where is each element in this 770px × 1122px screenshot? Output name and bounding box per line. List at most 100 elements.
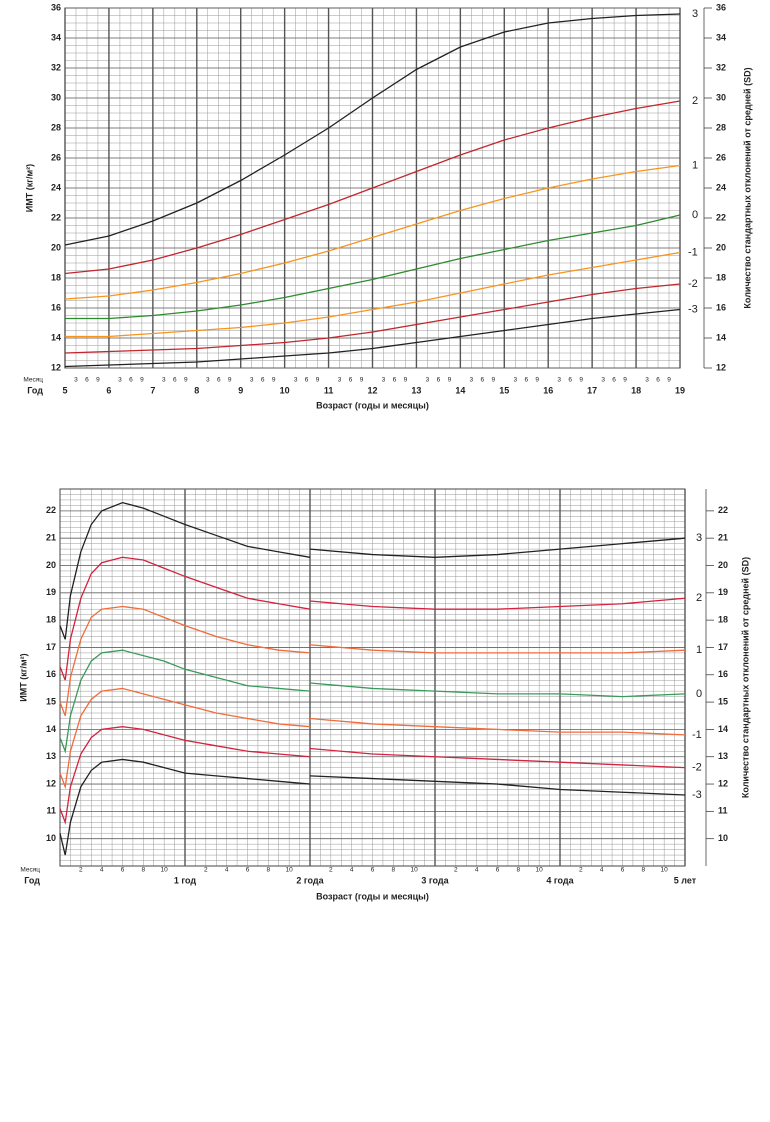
y2-tick-label: 14 [718, 724, 728, 734]
sd-curve [59, 501, 686, 640]
y-tick-label: 32 [51, 62, 61, 72]
sd-label: 3 [696, 532, 702, 544]
y2-tick-label: 20 [718, 560, 728, 570]
x-month-label: 3 [250, 377, 254, 384]
y-tick-label: 12 [46, 778, 56, 788]
x-month-label: 10 [536, 867, 544, 874]
month-row-label: Месяц [23, 377, 43, 384]
x-month-label: 3 [601, 377, 605, 384]
y2-tick-label: 21 [718, 533, 728, 543]
x-month-label: 9 [404, 377, 408, 384]
y2-tick-label: 19 [718, 587, 728, 597]
x-year-label: 6 [106, 385, 111, 395]
x-month-label: 6 [568, 377, 572, 384]
sd-label: -1 [692, 729, 702, 741]
sd-label: 2 [696, 592, 702, 604]
y2-tick-label: 13 [718, 751, 728, 761]
x-month-label: 2 [204, 867, 208, 874]
x-month-label: 6 [129, 377, 133, 384]
x-month-label: 6 [612, 377, 616, 384]
x-month-label: 3 [118, 377, 122, 384]
x-year-label: 13 [411, 385, 421, 395]
sd-label: -1 [688, 246, 698, 258]
year-row-label: Год [24, 875, 40, 885]
y2-tick-label: 28 [716, 122, 726, 132]
y-tick-label: 36 [51, 2, 61, 12]
x-month-label: 2 [579, 867, 583, 874]
x-month-label: 4 [600, 867, 604, 874]
x-year-label: 14 [455, 385, 465, 395]
year-row-label: Год [27, 385, 43, 395]
x-month-label: 4 [225, 867, 229, 874]
x-year-label: 9 [238, 385, 243, 395]
y2-tick-label: 20 [716, 242, 726, 252]
y2-tick-label: 18 [718, 615, 728, 625]
x-month-label: 9 [96, 377, 100, 384]
x-month-label: 8 [392, 867, 396, 874]
y2-axis-title: Количество стандартных отклонений от сре… [740, 557, 750, 798]
x-month-label: 9 [360, 377, 364, 384]
x-month-label: 9 [667, 377, 671, 384]
x-month-label: 9 [228, 377, 232, 384]
y-axis-title: ИМТ (кг/м²) [24, 164, 34, 212]
x-year-label: 5 [62, 385, 67, 395]
x-year-label: 4 года [546, 875, 574, 885]
y-tick-label: 28 [51, 122, 61, 132]
y2-tick-label: 30 [716, 92, 726, 102]
y-tick-label: 22 [51, 212, 61, 222]
x-month-label: 3 [206, 377, 210, 384]
x-month-label: 2 [329, 867, 333, 874]
y2-tick-label: 10 [718, 833, 728, 843]
x-month-label: 9 [579, 377, 583, 384]
x-month-label: 6 [261, 377, 265, 384]
y-tick-label: 14 [46, 724, 56, 734]
y2-tick-label: 22 [716, 212, 726, 222]
y2-tick-label: 36 [716, 2, 726, 12]
x-year-label: 11 [324, 385, 334, 395]
x-axis-title: Возраст (годы и месяцы) [316, 400, 429, 410]
y2-tick-label: 18 [716, 272, 726, 282]
x-month-label: 4 [350, 867, 354, 874]
sd-label: 0 [692, 209, 698, 221]
y2-tick-label: 15 [718, 696, 728, 706]
x-month-label: 6 [437, 377, 441, 384]
y2-tick-label: 34 [716, 32, 726, 42]
sd-curve [65, 214, 681, 320]
x-month-label: 3 [645, 377, 649, 384]
x-month-label: 2 [454, 867, 458, 874]
y2-tick-label: 12 [716, 362, 726, 372]
y-tick-label: 18 [51, 272, 61, 282]
sd-curve [64, 308, 681, 368]
x-month-label: 6 [524, 377, 528, 384]
y-tick-label: 30 [51, 92, 61, 102]
x-month-label: 9 [316, 377, 320, 384]
y2-tick-label: 12 [718, 778, 728, 788]
x-month-label: 3 [74, 377, 78, 384]
x-month-label: 8 [517, 867, 521, 874]
y-tick-label: 11 [46, 806, 56, 816]
x-month-label: 3 [338, 377, 342, 384]
y-tick-label: 18 [46, 615, 56, 625]
x-month-label: 6 [121, 867, 125, 874]
y-tick-label: 12 [51, 362, 61, 372]
x-month-label: 6 [217, 377, 221, 384]
x-month-label: 6 [305, 377, 309, 384]
x-month-label: 6 [621, 867, 625, 874]
x-month-label: 10 [411, 867, 419, 874]
y-axis-title: ИМТ (кг/м²) [18, 653, 28, 701]
x-month-label: 9 [272, 377, 276, 384]
x-month-label: 6 [85, 377, 89, 384]
x-month-label: 3 [426, 377, 430, 384]
x-month-label: 4 [100, 867, 104, 874]
x-month-label: 8 [267, 867, 271, 874]
x-month-label: 6 [246, 867, 250, 874]
x-month-label: 9 [535, 377, 539, 384]
sd-label: 3 [692, 8, 698, 20]
y-tick-label: 19 [46, 587, 56, 597]
y-tick-label: 20 [51, 242, 61, 252]
x-month-label: 8 [642, 867, 646, 874]
x-year-label: 2 года [296, 875, 324, 885]
x-month-label: 8 [142, 867, 146, 874]
x-year-label: 15 [499, 385, 509, 395]
